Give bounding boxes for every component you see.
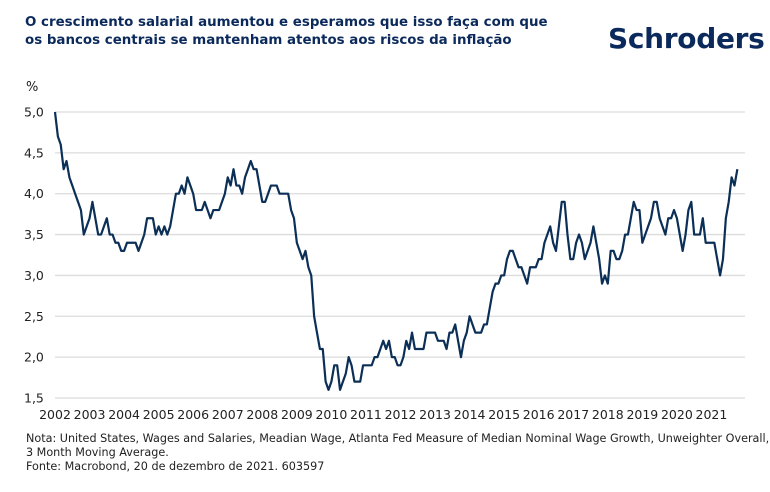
y-tick-label: 1,5 [24,391,44,406]
y-axis-unit-label: % [26,80,39,95]
y-tick-label: 4,0 [24,186,44,201]
x-tick-label: 2019 [626,407,658,422]
x-tick-label: 2004 [108,407,140,422]
y-tick-label: 2,5 [24,309,44,324]
x-tick-label: 2006 [177,407,209,422]
y-tick-label: 5,0 [24,105,44,120]
x-tick-label: 2017 [557,407,589,422]
x-tick-label: 2018 [592,407,624,422]
x-tick-label: 2021 [696,407,728,422]
x-tick-label: 2016 [523,407,555,422]
y-tick-label: 4,5 [24,145,44,160]
chart-title-line-2: os bancos centrais se mantenham atentos … [25,33,512,48]
x-tick-label: 2009 [281,407,313,422]
x-tick-label: 2014 [454,407,486,422]
x-tick-label: 2011 [350,407,382,422]
x-tick-label: 2013 [419,407,451,422]
x-tick-label: 2002 [39,407,71,422]
chart-title: O crescimento salarial aumentou e espera… [25,14,548,50]
chart-notes: Nota: United States, Wages and Salaries,… [26,432,769,474]
x-tick-label: 2003 [74,407,106,422]
note-line-1: Nota: United States, Wages and Salaries,… [26,432,770,445]
series-line [53,111,739,391]
y-axis-tick-labels: 1,5 2,0 2,5 3,0 3,5 4,0 4,5 5,0 [24,105,44,406]
schroders-logo: Schroders [608,22,765,55]
x-tick-label: 2012 [385,407,417,422]
x-tick-label: 2007 [212,407,244,422]
source-line: Fonte: Macrobond, 20 de dezembro de 2021… [26,460,325,473]
y-tick-label: 3,0 [24,268,44,283]
y-tick-label: 3,5 [24,227,44,242]
x-tick-label: 2020 [661,407,693,422]
note-line-2: 3 Month Moving Average. [26,446,169,459]
y-tick-label: 2,0 [24,350,44,365]
gridlines [55,111,745,399]
x-tick-label: 2010 [315,407,347,422]
series-group [53,111,739,391]
x-axis-tick-labels: 2002 2003 2004 2005 2006 2007 2008 2009 2010 2011… [39,407,727,422]
x-tick-label: 2015 [488,407,520,422]
x-tick-label: 2005 [143,407,175,422]
chart-title-line-1: O crescimento salarial aumentou e espera… [25,15,548,30]
x-tick-label: 2008 [246,407,278,422]
